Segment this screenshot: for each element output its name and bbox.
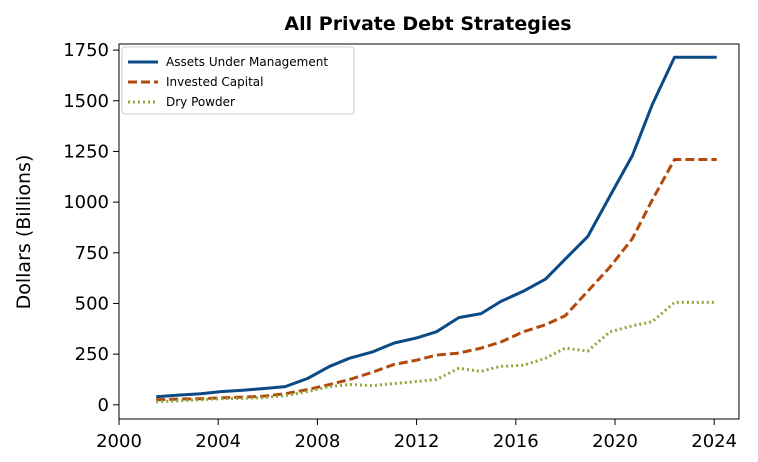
y-tick-label: 0: [98, 395, 109, 416]
series-line-assets-under-management: [156, 55, 717, 399]
series-lines: [156, 55, 717, 404]
x-tick-label: 2016: [493, 431, 539, 452]
x-tick-label: 2000: [96, 431, 142, 452]
legend: Assets Under Management Invested Capital D…: [121, 46, 355, 115]
y-tick-label: 1500: [63, 91, 109, 112]
x-tick-label: 2008: [294, 431, 340, 452]
chart-title: All Private Debt Strategies: [284, 13, 571, 35]
y-tick-label: 1750: [63, 40, 109, 61]
legend-box: [121, 46, 355, 115]
x-tick-label: 2012: [394, 431, 440, 452]
axis-ticks: 2000 2004 2008 2012 2016 2020 2024 0 250 500 750 10…: [63, 40, 737, 452]
y-tick-label: 1250: [63, 141, 109, 162]
y-axis-label: Dollars (Billions): [13, 155, 35, 310]
y-tick-label: 500: [75, 293, 109, 314]
plot-frame: [118, 43, 740, 420]
series-line-dry-powder: [156, 300, 717, 404]
x-tick-label: 2004: [195, 431, 241, 452]
series-line-invested-capital: [156, 158, 717, 402]
legend-label: Dry Powder: [166, 95, 235, 109]
legend-label: Invested Capital: [166, 75, 263, 89]
y-tick-label: 1000: [63, 192, 109, 213]
x-tick-label: 2020: [592, 431, 638, 452]
y-tick-label: 250: [75, 344, 109, 365]
y-tick-label: 750: [75, 243, 109, 264]
x-tick-label: 2024: [691, 431, 737, 452]
legend-label: Assets Under Management: [166, 55, 328, 69]
